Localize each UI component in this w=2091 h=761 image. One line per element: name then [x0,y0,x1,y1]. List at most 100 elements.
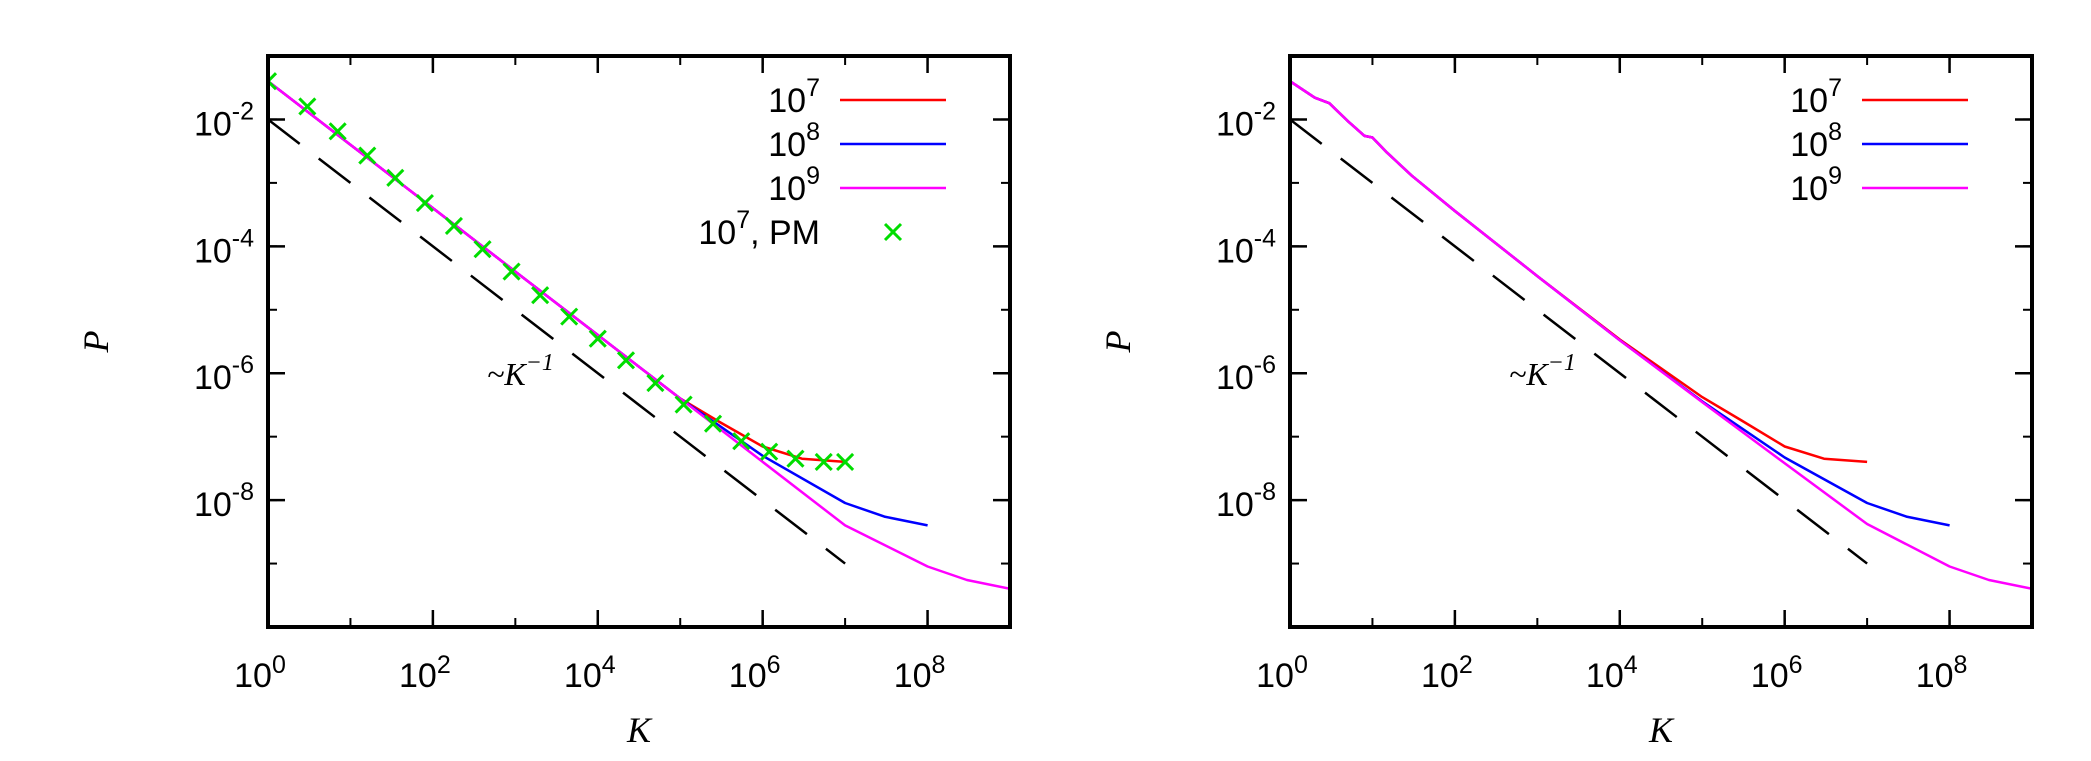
x-tick-label: 100 [1256,651,1308,695]
series-point [473,240,492,259]
y-tick-label: 10-4 [1216,224,1276,270]
series-point-stroke [616,351,636,370]
y-tick-label-exp: -6 [232,351,254,379]
x-tick-label-base: 10 [894,657,932,695]
x-tick-label-base: 10 [1586,657,1624,695]
y-tick-label-base: 10 [1216,359,1254,397]
series-point [588,329,607,348]
x-tick-label-base: 10 [1916,657,1954,695]
legend-label: 107 [768,74,820,120]
x-tick-label-base: 10 [729,657,767,695]
series-point-stroke [674,395,693,414]
x-tick-label-base: 10 [1421,657,1459,695]
y-tick-label-exp: -6 [1254,351,1276,379]
series-point-stroke [358,146,377,165]
x-tick-label: 104 [564,651,616,695]
x-tick-label: 106 [1751,651,1803,695]
reference-dashed-line [268,118,846,565]
y-tick-label-exp: -4 [1254,224,1276,252]
y-tick-label: 10-2 [1216,97,1276,143]
legend-label-suffix: , PM [750,214,820,252]
y-axis-label: P [76,331,116,354]
y-tick-label-base: 10 [1216,232,1254,270]
legend-label-base: 10 [1790,82,1828,120]
legend-label-base: 10 [768,170,806,208]
legend-label-exp: 7 [1828,74,1842,102]
y-tick-label-base: 10 [194,359,232,397]
series-line [1290,80,1868,464]
reference-line-label: ~K−1 [1509,350,1576,392]
x-tick-label-exp: 0 [1294,651,1308,679]
series-point [298,97,317,116]
reference-line-label-base: ~K [1509,356,1549,392]
x-tick-label: 108 [894,651,946,695]
series-point-stroke [588,329,607,348]
legend-label-exp: 8 [1828,118,1842,146]
series-point-stroke [268,72,278,84]
x-tick-label: 102 [1421,651,1473,695]
series-point [674,395,693,414]
legend-swatch [883,222,903,242]
x-tick-label: 104 [1586,651,1638,695]
x-tick-label-exp: 2 [437,651,451,679]
y-tick-label-base: 10 [1216,486,1254,524]
series-point-stroke [298,97,317,116]
series-point [358,146,377,165]
series-point [386,168,405,187]
legend-label-base: 10 [768,82,806,120]
x-tick-label-exp: 4 [1624,651,1638,679]
x-tick-label: 102 [399,651,451,695]
series-point-stroke [703,414,723,433]
series-point [415,194,434,213]
legend-label: 108 [1790,118,1842,164]
series-point [268,72,278,91]
x-tick-label-base: 10 [564,657,602,695]
series-point-stroke [760,442,779,461]
x-tick-label-exp: 6 [1789,651,1803,679]
plot-frame [266,54,1012,629]
y-tick-label: 10-6 [1216,351,1276,397]
y-tick-label-exp: -8 [232,478,254,506]
y-tick-label: 10-2 [194,97,254,143]
x-tick-label: 108 [1916,651,1968,695]
y-tick-label: 10-6 [194,351,254,397]
series-point-stroke [386,168,405,187]
series-line [1290,80,2032,591]
series-point-stroke [415,194,434,213]
y-tick-label-base: 10 [1216,105,1254,143]
legend-label-base: 10 [768,126,806,164]
legend-label: 108 [768,118,820,164]
legend-label-exp: 7 [736,206,750,234]
legend-label-exp: 8 [806,118,820,146]
x-axis-label: K [1648,710,1675,750]
y-tick-label-base: 10 [194,486,232,524]
series-point [760,442,779,461]
x-tick-label-exp: 8 [1954,651,1968,679]
y-tick-label-base: 10 [194,105,232,143]
series-point [502,262,521,281]
legend-label-base: 10 [698,214,736,252]
reference-line-label: ~K−1 [487,350,554,392]
series-line [1290,80,1950,527]
y-tick-label-exp: -4 [232,224,254,252]
series-point [616,351,636,370]
y-tick-label: 10-8 [194,478,254,524]
x-tick-label-exp: 8 [932,651,946,679]
x-tick-label: 100 [234,651,286,695]
x-tick-label-base: 10 [1751,657,1789,695]
legend-label: 107, PM [698,206,820,252]
series-point [836,452,855,471]
series-point-stroke [444,216,463,235]
series-point-stroke [732,432,751,451]
legend-label-base: 10 [1790,170,1828,208]
reference-dashed-line [1290,118,1868,565]
x-tick-label-base: 10 [1256,657,1294,695]
series-point [328,122,347,141]
series-point [703,414,723,433]
series-point [560,307,579,326]
series-point-stroke [836,452,855,471]
legend-label-exp: 9 [806,162,820,190]
series-point-stroke [473,240,492,259]
